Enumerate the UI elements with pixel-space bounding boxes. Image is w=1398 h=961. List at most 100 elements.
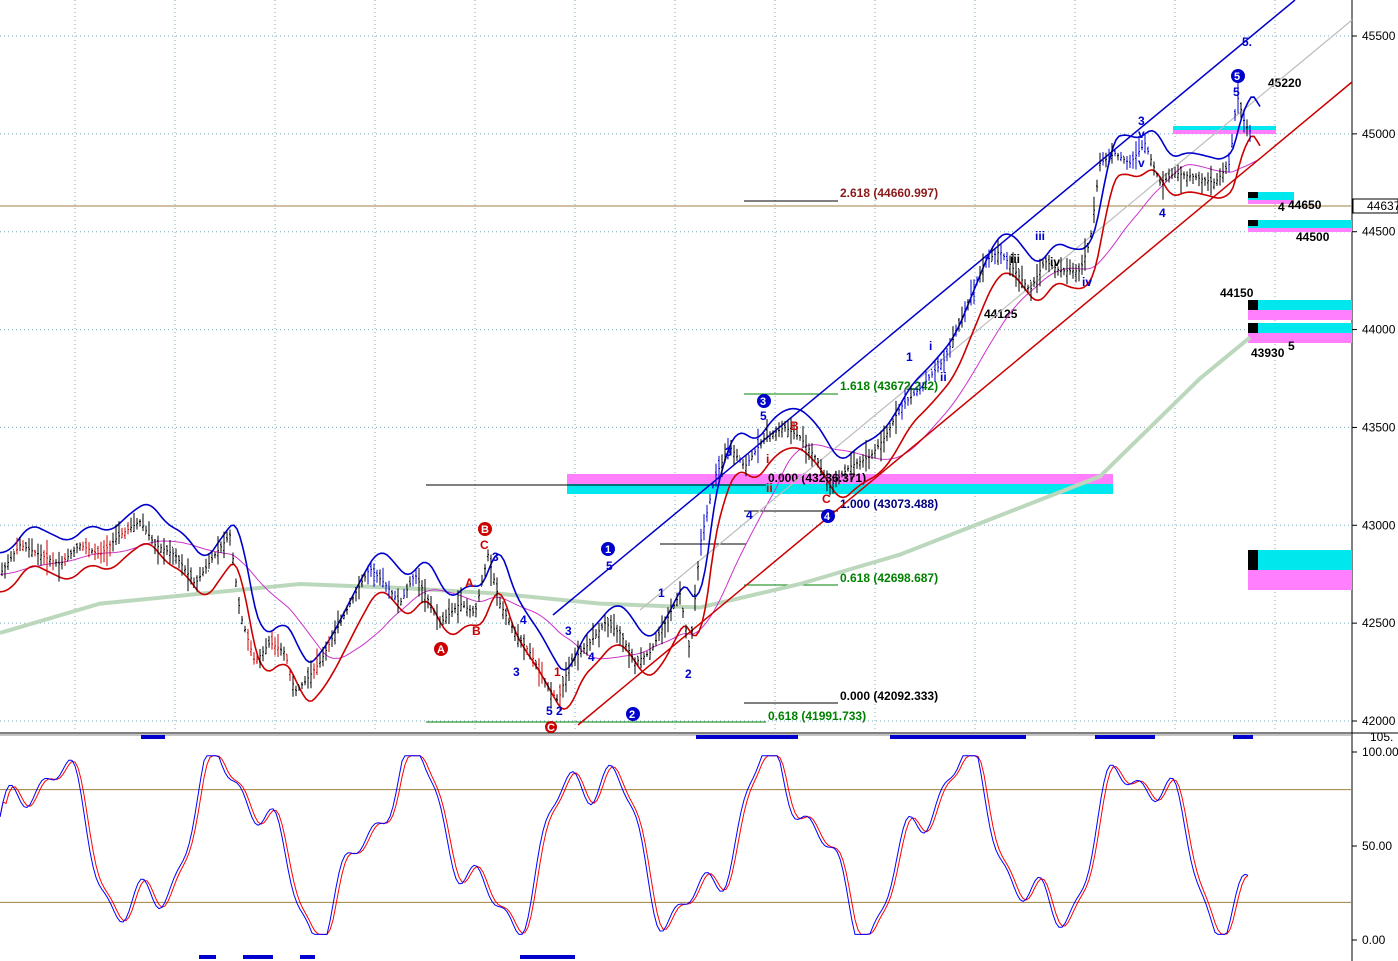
zone-cyan-mid (567, 484, 1113, 494)
ma-short-line (0, 158, 1261, 660)
target-44500: 44500 (1296, 230, 1330, 244)
wave-label: C (480, 538, 489, 552)
y-tick-label: 43500 (1362, 420, 1396, 434)
wave-label: iv (1050, 255, 1060, 269)
target-45220: 45220 (1268, 76, 1302, 90)
wave-label: 3 (565, 624, 572, 638)
wave-label: 1 (906, 350, 913, 364)
wave-circle-5-text: 5 (1234, 71, 1240, 83)
zone-top-cyan (1173, 126, 1276, 130)
wave-label: v (1138, 127, 1145, 141)
fib-label-2618: 2.618 (44660.997) (840, 186, 938, 200)
wave-circle-1 (601, 542, 615, 556)
wave-circle-3 (757, 394, 771, 408)
target-zones (567, 126, 1352, 590)
zone-44150-cyan (1248, 300, 1352, 310)
y-tick-label: 42500 (1362, 616, 1396, 630)
wave-label: 4 (1278, 200, 1285, 214)
wave-label: 4 (746, 508, 753, 522)
zone-43930-magenta (1248, 333, 1352, 343)
osc-top-label: 105. (1370, 730, 1393, 744)
wave-label: 1 (658, 586, 665, 600)
channel-upper (552, 0, 1296, 616)
wave-circle-2 (626, 707, 640, 721)
wave-text-labels: 12345iiiiiiivvABC52341543345BC453v1iiiii… (465, 35, 1295, 718)
wave-label: 4 (1159, 206, 1166, 220)
main-y-ticks: 45500 45000 44500 44000 43500 43000 42500 42000 (1352, 29, 1396, 728)
stochastic-d-line (0, 755, 1249, 935)
zone-marker-2 (1248, 300, 1258, 310)
main-grid (0, 0, 1352, 732)
target-44650: 44650 (1288, 198, 1322, 212)
wave-circle-a-text: A (437, 644, 445, 656)
y-tick-label: 44000 (1362, 323, 1396, 337)
fib-label-0618: 0.618 (42698.687) (840, 571, 938, 585)
wave-circle-4 (821, 509, 835, 523)
channel-lower (577, 81, 1353, 726)
y-tick-label: 44500 (1362, 225, 1396, 239)
wave-label: 2 (556, 704, 563, 718)
wave-label: 4 (588, 650, 595, 664)
wave-circle-1-text: 1 (605, 544, 611, 556)
wave-circle-5 (1231, 69, 1245, 83)
wave-label: B (472, 624, 481, 638)
wave-label: 3 (513, 665, 520, 679)
signal-bar (1233, 735, 1253, 739)
zone-magenta-mid (567, 474, 1113, 484)
signal-bar (520, 955, 575, 959)
y-tick-label: 43000 (1362, 518, 1396, 532)
zone-44500-cyan (1248, 220, 1352, 228)
price-targets: 45220 44650 44500 44150 43930 44125 (984, 76, 1330, 360)
wave-label: 4 (520, 613, 527, 627)
wave-label: ii (766, 481, 773, 495)
wave-label: 3 (1138, 114, 1145, 128)
osc-y-ticks: 100.00 50.00 0.00 (1352, 745, 1398, 947)
zone-marker-3 (1248, 323, 1258, 333)
wave-label: 2 (685, 667, 692, 681)
wave-circle-a (434, 642, 448, 656)
osc-tick-label: 100.00 (1362, 745, 1398, 759)
wave-label: i (929, 339, 932, 353)
wave-label: C (822, 492, 831, 506)
current-price-label: 44637. (1367, 199, 1398, 213)
fib-label-0000b: 0.000 (42092.333) (840, 689, 938, 703)
wave-circle-2-text: 2 (629, 709, 635, 721)
y-tick-label: 42000 (1362, 714, 1396, 728)
wave-label: iii (1010, 252, 1020, 266)
wave-label: iv (1082, 275, 1092, 289)
zone-marker-4 (1248, 192, 1258, 198)
wave-circle-c-text: C (547, 722, 555, 734)
upper-band-line (0, 96, 1261, 671)
wave-label: B (790, 419, 799, 433)
wave-label: 5 (606, 559, 613, 573)
wave-label: 5 (1233, 85, 1240, 99)
lower-band-line (0, 135, 1261, 710)
fib-lines (426, 200, 838, 723)
price-bars (1, 82, 1251, 711)
wave-circle-b (478, 522, 492, 536)
wave-label: A (465, 576, 474, 590)
fib-labels: 2.618 (44660.997) 1.618 (43672.242) 0.00… (768, 186, 938, 723)
signal-bar (141, 735, 165, 739)
zone-low-cyan (1248, 550, 1352, 570)
zone-44650-cyan (1248, 192, 1294, 200)
y-tick-label: 45000 (1362, 127, 1396, 141)
fib-label-0618b: 0.618 (41991.733) (768, 709, 866, 723)
wave-circle-b-text: B (481, 524, 489, 536)
wave-label: 5 (760, 409, 767, 423)
wave-label: 5 (546, 704, 553, 718)
signal-bar (696, 735, 798, 739)
wave-label: 5. (1242, 35, 1252, 49)
wave-label: 5 (1288, 339, 1295, 353)
zone-44150-magenta (1248, 310, 1352, 320)
wave-label: 3 (492, 550, 499, 564)
wave-circle-3-text: 3 (760, 396, 766, 408)
signal-bars (141, 735, 1253, 959)
osc-tick-label: 50.00 (1362, 839, 1392, 853)
osc-tick-label: 0.00 (1362, 933, 1386, 947)
fib-label-1000: 1.000 (43073.488) (840, 497, 938, 511)
signal-bar (300, 955, 315, 959)
y-tick-label: 45500 (1362, 29, 1396, 43)
channel-mid (639, 19, 1353, 611)
